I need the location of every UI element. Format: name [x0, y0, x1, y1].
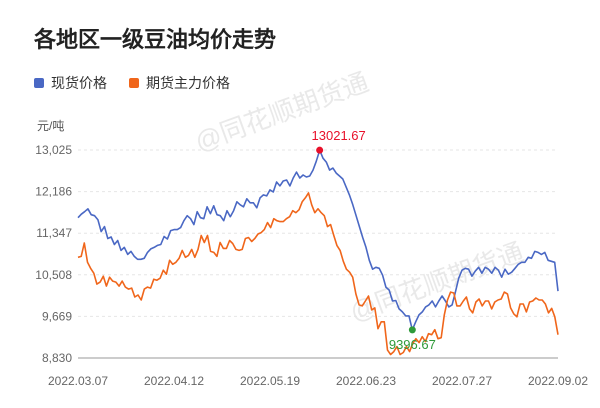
- min-point-marker: [408, 326, 416, 334]
- x-tick-label: 2022.05.19: [240, 374, 300, 388]
- y-tick-label: 10,508: [35, 268, 72, 282]
- y-tick-label: 12,186: [35, 185, 72, 199]
- x-tick-label: 2022.03.07: [48, 374, 108, 388]
- max-point-marker: [316, 146, 324, 154]
- legend-item-futures: 期货主力价格: [129, 73, 230, 93]
- y-tick-label: 13,025: [35, 143, 72, 157]
- legend-label-futures: 期货主力价格: [146, 75, 230, 91]
- legend-swatch-futures: [129, 78, 139, 88]
- x-tick-label: 2022.09.02: [528, 374, 588, 388]
- y-axis-unit: 元/吨: [37, 119, 65, 133]
- y-tick-label: 11,347: [36, 226, 72, 240]
- y-tick-label: 9,669: [42, 309, 72, 323]
- y-tick-label: 8,830: [42, 351, 72, 365]
- legend: 现货价格 期货主力价格: [34, 73, 252, 93]
- x-tick-label: 2022.04.12: [144, 374, 204, 388]
- x-tick-label: 2022.07.27: [432, 374, 492, 388]
- legend-swatch-spot: [34, 78, 44, 88]
- series-line-futures: [77, 192, 559, 356]
- legend-item-spot: 现货价格: [34, 73, 107, 93]
- chart-title: 各地区一级豆油均价走势: [34, 27, 277, 52]
- legend-label-spot: 现货价格: [51, 75, 107, 91]
- max-point-label: 13021.67: [312, 128, 366, 143]
- series-line-spot: [77, 149, 559, 331]
- min-point-label: 9396.67: [389, 337, 436, 352]
- x-tick-label: 2022.06.23: [336, 374, 396, 388]
